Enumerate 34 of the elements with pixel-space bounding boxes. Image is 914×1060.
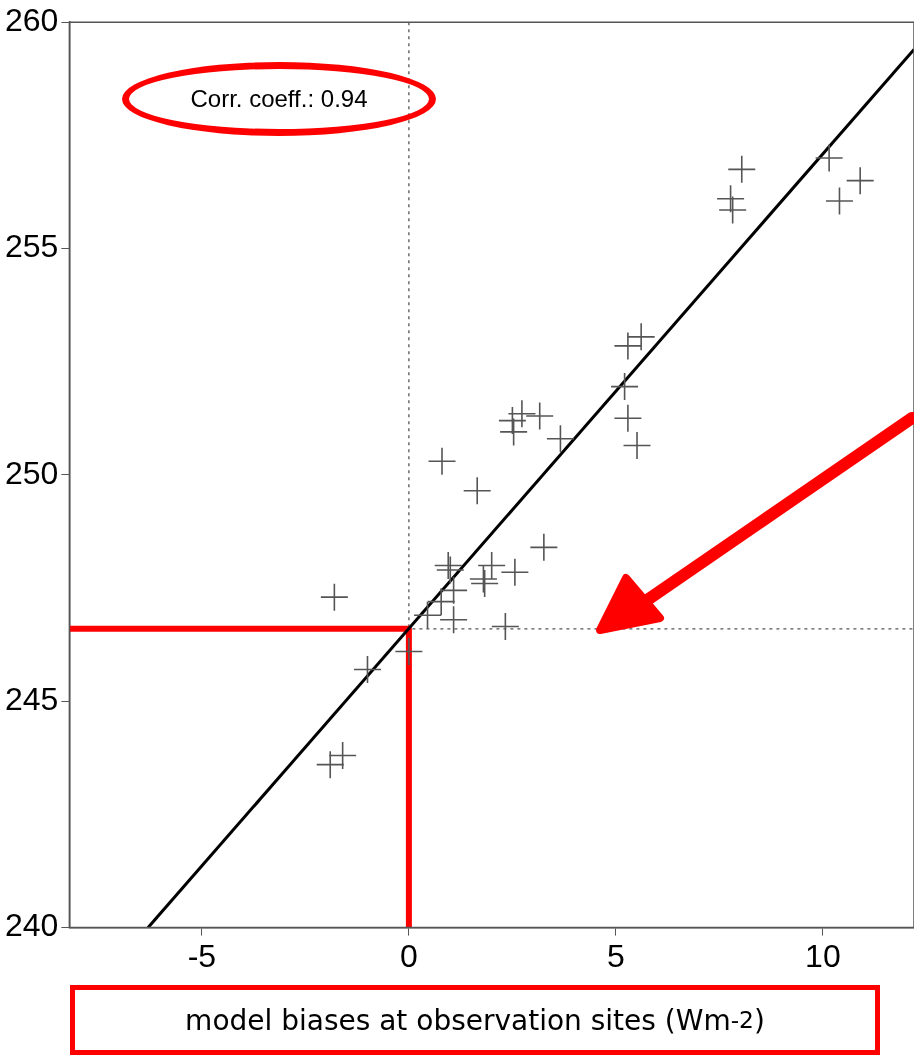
point xyxy=(825,187,853,215)
y-tick-label: 245 xyxy=(5,681,59,718)
point xyxy=(395,637,423,665)
point xyxy=(614,332,642,360)
point xyxy=(501,558,529,586)
annotation: Corr. coeff.: 0.94 xyxy=(122,62,436,136)
y-tick-label: 240 xyxy=(5,907,59,944)
point xyxy=(414,601,442,629)
point xyxy=(440,606,468,634)
point xyxy=(623,431,651,459)
x-tick-label: 0 xyxy=(399,937,418,974)
point xyxy=(815,144,843,172)
y-tick-label: 250 xyxy=(5,454,59,491)
point xyxy=(526,402,554,430)
point xyxy=(728,155,756,183)
point xyxy=(427,588,455,616)
y-tick-label: 260 xyxy=(5,2,59,39)
point xyxy=(463,477,491,505)
point xyxy=(508,400,536,428)
point xyxy=(320,583,348,611)
x-tick-label: -5 xyxy=(187,937,217,974)
point xyxy=(469,565,497,593)
point xyxy=(436,556,464,584)
point xyxy=(627,323,655,351)
point xyxy=(530,533,558,561)
point xyxy=(846,167,874,195)
point xyxy=(614,404,642,432)
point xyxy=(500,418,528,446)
x-tick-label: 5 xyxy=(607,937,625,974)
x-tick-label: 10 xyxy=(805,937,841,974)
point xyxy=(428,447,456,475)
point xyxy=(719,196,747,224)
point xyxy=(316,751,344,779)
y-tick-label: 255 xyxy=(5,228,59,265)
